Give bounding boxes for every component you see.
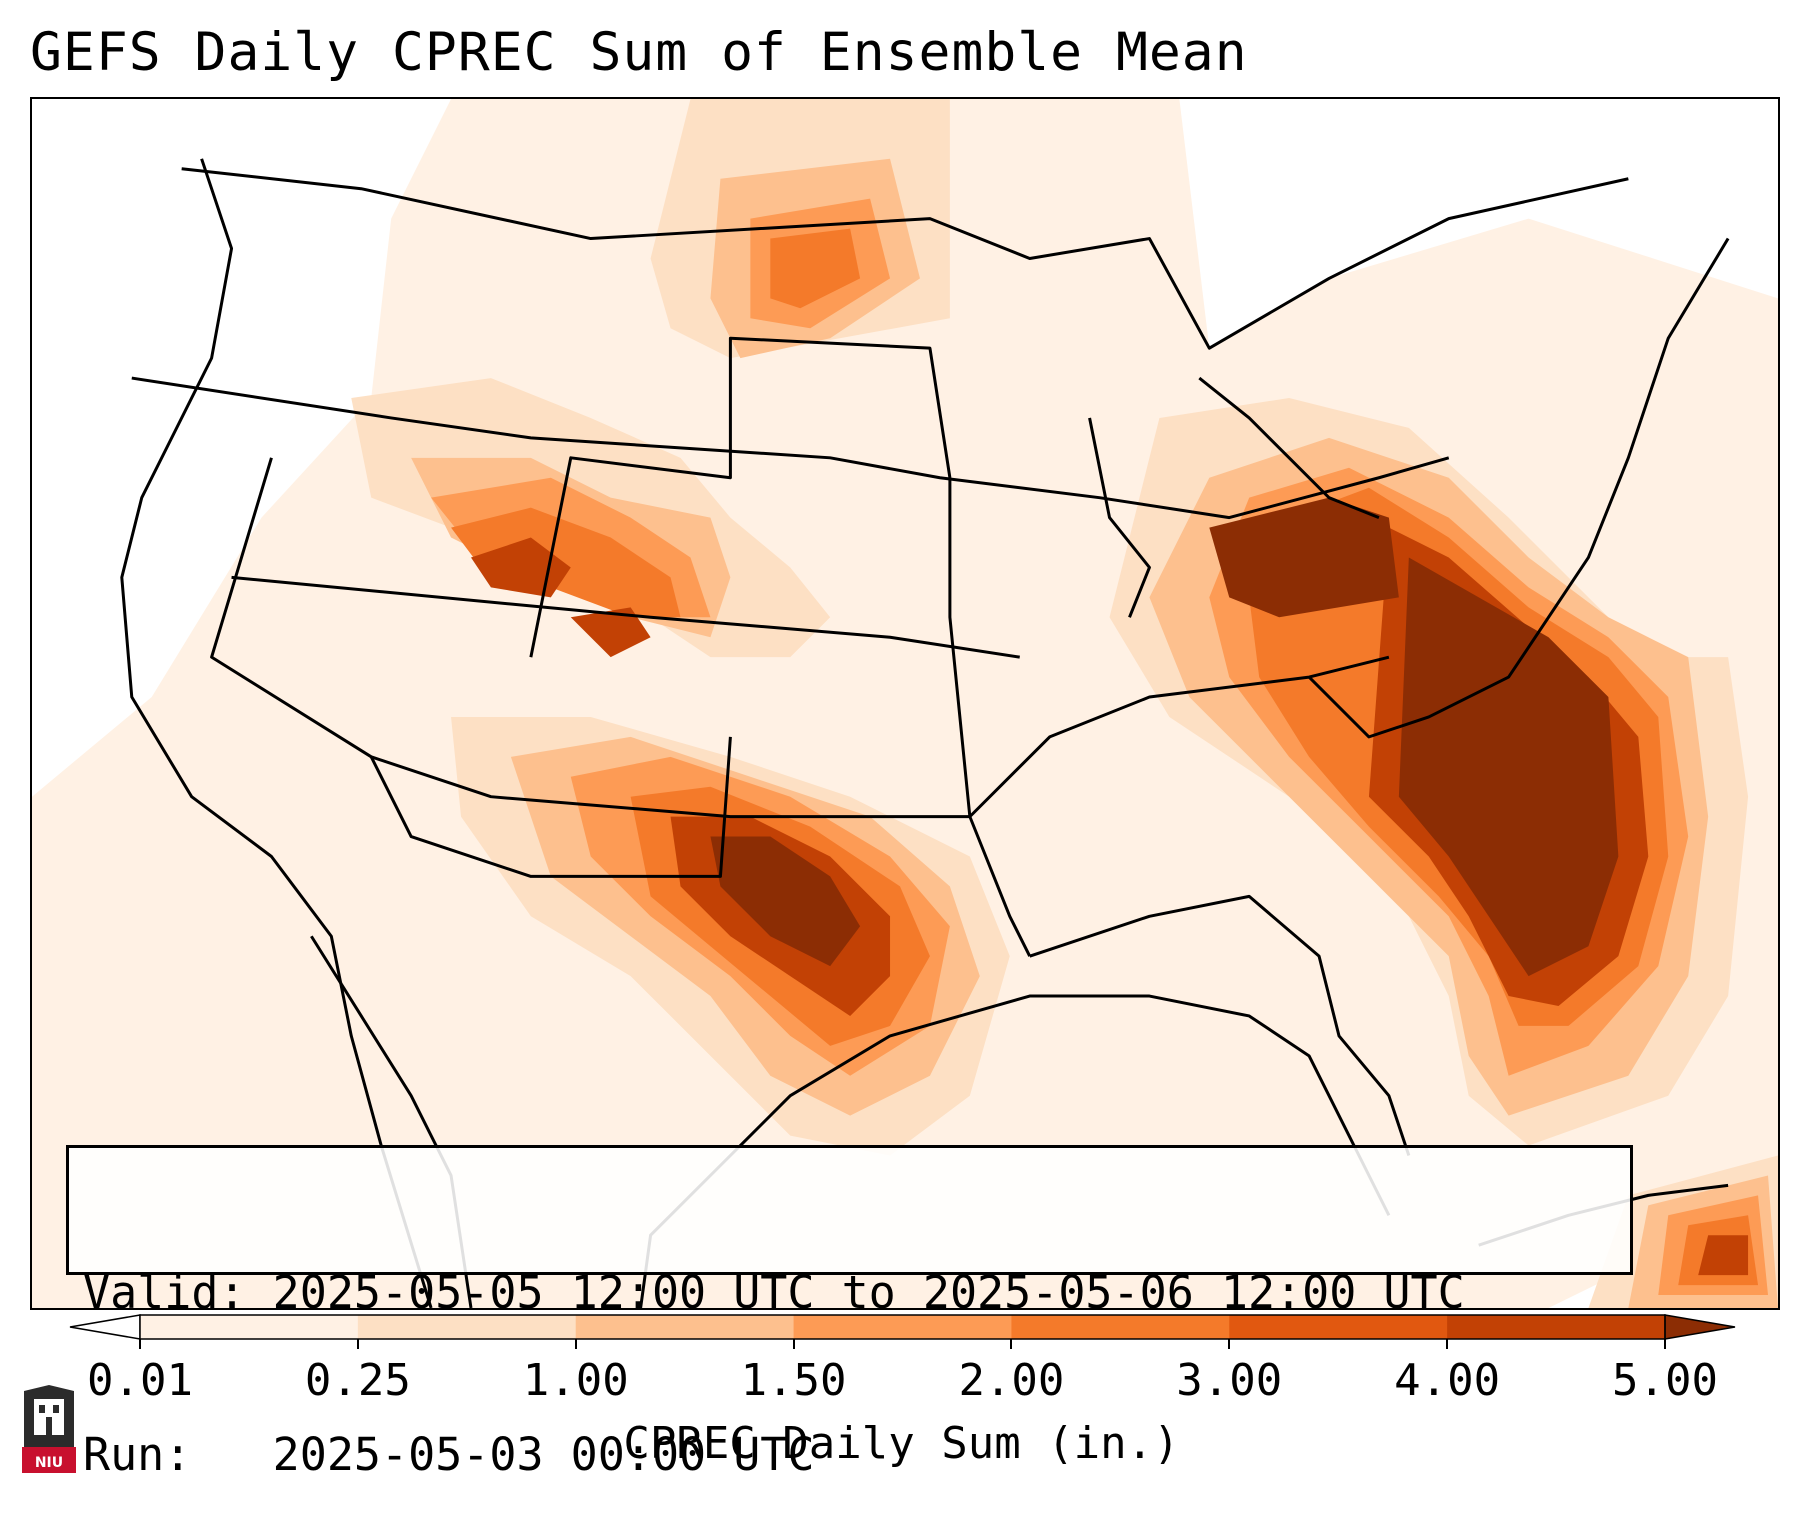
colorbar-segment	[357, 1315, 577, 1339]
colorbar-tick-mark	[792, 1339, 795, 1349]
colorbar-tick-label: 2.00	[958, 1355, 1065, 1406]
colorbar-segment	[1447, 1315, 1666, 1339]
map-title: GEFS Daily CPREC Sum of Ensemble Mean	[30, 22, 1248, 83]
colorbar-extend-low	[69, 1314, 141, 1340]
precip-field-7	[710, 497, 1619, 977]
colorbar-tick-mark	[1664, 1339, 1666, 1349]
colorbar-segment	[1011, 1315, 1230, 1339]
colorbar-tick-label: 0.01	[87, 1355, 193, 1406]
colorbar	[69, 1314, 1736, 1340]
colorbar-tick-label: 3.00	[1176, 1355, 1283, 1406]
colorbar-graphic	[69, 1314, 1736, 1340]
run-time-text: Run: 2025-05-03 00:00 UTC	[83, 1428, 815, 1481]
colorbar-tick-mark	[356, 1339, 359, 1349]
colorbar-extend-high	[1664, 1314, 1736, 1340]
colorbar-tick-label: 1.50	[740, 1355, 847, 1406]
niu-seal-icon	[22, 1385, 76, 1473]
colorbar-tick-mark	[1010, 1339, 1013, 1349]
colorbar-segment	[140, 1315, 359, 1339]
valid-time-text: Valid: 2025-05-05 12:00 UTC to 2025-05-0…	[83, 1266, 1465, 1319]
colorbar-segment	[793, 1315, 1012, 1339]
geographic-boundaries	[120, 158, 1730, 1308]
colorbar-tick-label: 1.00	[522, 1355, 629, 1406]
validity-info-box: Valid: 2025-05-05 12:00 UTC to 2025-05-0…	[66, 1145, 1633, 1481]
colorbar-tick-mark	[574, 1339, 577, 1349]
colorbar-segment	[1229, 1315, 1448, 1339]
colorbar-segment	[575, 1315, 795, 1339]
colorbar-tick-mark	[1446, 1339, 1449, 1349]
colorbar-outline	[139, 1314, 1666, 1340]
map-canvas	[32, 99, 1778, 1308]
colorbar-tick-mark	[1228, 1339, 1231, 1349]
colorbar-tick-label: 0.25	[304, 1355, 411, 1406]
niu-logo-text: NIU	[34, 1455, 64, 1471]
colorbar-tick-label: 5.00	[1612, 1355, 1718, 1406]
colorbar-tick-mark	[139, 1339, 141, 1349]
precipitation-map	[30, 97, 1780, 1310]
niu-logo: NIU	[20, 1385, 78, 1477]
colorbar-label: CPREC Daily Sum (in.)	[623, 1418, 1180, 1469]
colorbar-tick-label: 4.00	[1394, 1355, 1501, 1406]
